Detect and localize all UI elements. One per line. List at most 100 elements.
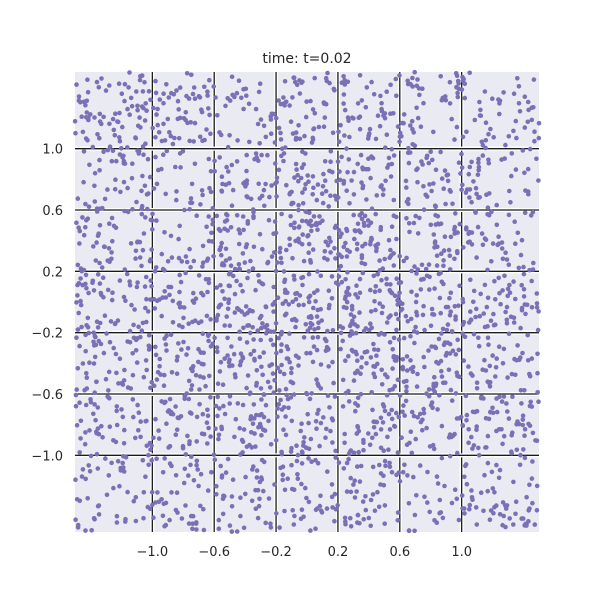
data-point: [194, 414, 200, 420]
data-point: [161, 383, 167, 389]
data-point: [215, 113, 220, 118]
data-point: [289, 462, 294, 468]
data-point: [211, 253, 216, 259]
data-point: [489, 209, 494, 215]
data-point: [355, 221, 361, 227]
data-point: [187, 439, 192, 444]
data-point: [129, 302, 134, 308]
data-point: [358, 152, 364, 158]
data-point: [413, 324, 418, 330]
data-point: [359, 364, 364, 370]
data-point: [206, 106, 211, 111]
data-point: [324, 338, 329, 344]
data-point: [284, 392, 290, 398]
data-point: [527, 482, 532, 488]
data-point: [505, 375, 510, 380]
data-point: [488, 409, 493, 415]
data-point: [129, 103, 135, 109]
data-point: [355, 395, 361, 401]
data-point: [325, 257, 330, 262]
data-point: [432, 203, 438, 208]
data-point: [414, 293, 420, 298]
x-tick-label: −0.2: [260, 545, 292, 560]
data-point: [177, 289, 182, 295]
data-point: [146, 333, 152, 338]
data-point: [418, 287, 424, 292]
data-point: [392, 424, 398, 429]
data-point: [372, 347, 377, 352]
data-point: [114, 370, 119, 376]
data-point: [274, 511, 279, 516]
data-point: [421, 410, 427, 416]
data-point: [374, 245, 379, 251]
data-point: [125, 489, 130, 495]
data-point: [135, 103, 140, 109]
data-point: [415, 179, 420, 185]
data-point: [119, 407, 124, 412]
data-point: [92, 115, 97, 120]
data-point: [293, 137, 299, 142]
data-point: [110, 148, 116, 153]
data-point: [251, 348, 257, 354]
data-point: [83, 201, 88, 207]
data-point: [310, 247, 316, 252]
data-point: [219, 252, 224, 258]
data-point: [522, 94, 528, 99]
data-point: [121, 294, 127, 300]
data-point: [358, 463, 364, 469]
data-point: [527, 267, 532, 273]
data-point: [83, 348, 88, 354]
data-point: [95, 272, 101, 277]
data-point: [130, 161, 135, 166]
data-point: [156, 436, 162, 441]
data-point: [197, 134, 203, 140]
data-point: [170, 141, 176, 147]
data-point: [219, 240, 224, 246]
data-point: [340, 404, 346, 409]
data-point: [430, 442, 436, 448]
data-point: [449, 329, 455, 334]
data-point: [328, 239, 333, 244]
data-point: [511, 128, 516, 134]
data-point: [399, 306, 405, 312]
data-point: [516, 84, 522, 89]
data-point: [161, 91, 166, 96]
data-point: [336, 274, 342, 279]
data-point: [215, 312, 221, 318]
data-point: [95, 325, 101, 330]
data-point: [101, 149, 106, 155]
data-point: [183, 254, 189, 259]
data-point: [121, 465, 126, 470]
data-point: [477, 313, 483, 319]
data-point: [130, 351, 135, 356]
data-point: [245, 373, 251, 378]
data-point: [120, 414, 126, 420]
data-point: [423, 266, 429, 272]
data-point: [453, 352, 459, 357]
data-point: [369, 390, 375, 395]
data-point: [154, 456, 159, 462]
data-point: [212, 158, 217, 164]
data-point: [332, 246, 337, 251]
data-point: [485, 460, 491, 466]
data-point: [73, 130, 78, 136]
data-point: [248, 330, 253, 336]
data-point: [387, 255, 393, 260]
data-point: [240, 288, 245, 294]
data-point: [450, 201, 455, 207]
data-point: [518, 388, 524, 393]
data-point: [173, 432, 179, 438]
data-point: [77, 241, 82, 246]
data-point: [201, 527, 207, 533]
data-point: [252, 416, 257, 421]
data-point: [83, 402, 89, 408]
data-point: [534, 301, 540, 306]
data-point: [246, 101, 252, 107]
data-point: [285, 356, 291, 362]
data-point: [272, 140, 278, 145]
data-point: [311, 214, 317, 219]
data-point: [404, 389, 409, 394]
data-point: [447, 187, 453, 193]
data-point: [412, 264, 417, 269]
data-point: [293, 296, 299, 302]
